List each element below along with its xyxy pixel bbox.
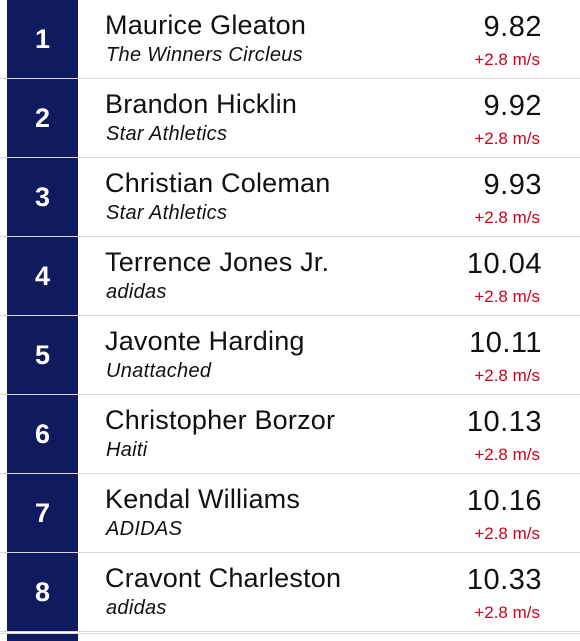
place-badge: 3 <box>7 158 78 236</box>
next-place-badge-partial <box>7 634 78 641</box>
wind-reading: +2.8 m/s <box>474 50 540 69</box>
wind-reading: +2.8 m/s <box>474 366 540 385</box>
result-time: 10.11 <box>469 327 542 359</box>
athlete-name[interactable]: Javonte Harding <box>105 326 305 356</box>
team-name: adidas <box>106 597 167 619</box>
athlete-name[interactable]: Cravont Charleston <box>105 563 342 593</box>
team-name: Haiti <box>106 439 148 461</box>
row-divider <box>0 633 580 634</box>
result-row[interactable]: 7 Kendal Williams ADIDAS 10.16 +2.8 m/s <box>0 474 580 553</box>
wind-reading: +2.8 m/s <box>474 129 540 148</box>
team-name: Unattached <box>106 360 212 382</box>
team-name: adidas <box>106 281 167 303</box>
result-row[interactable]: 5 Javonte Harding Unattached 10.11 +2.8 … <box>0 316 580 395</box>
athlete-name[interactable]: Brandon Hicklin <box>105 89 298 119</box>
team-name: Star Athletics <box>106 202 228 224</box>
athlete-name[interactable]: Maurice Gleaton <box>105 10 307 40</box>
result-row[interactable]: 8 Cravont Charleston adidas 10.33 +2.8 m… <box>0 553 580 632</box>
result-row[interactable]: 6 Christopher Borzor Haiti 10.13 +2.8 m/… <box>0 395 580 474</box>
place-badge: 7 <box>7 474 78 552</box>
wind-reading: +2.8 m/s <box>474 524 540 543</box>
wind-reading: +2.8 m/s <box>474 208 540 227</box>
athlete-name[interactable]: Christopher Borzor <box>105 405 336 435</box>
result-time: 10.13 <box>466 406 542 438</box>
place-badge: 1 <box>7 0 78 78</box>
result-row[interactable]: 3 Christian Coleman Star Athletics 9.93 … <box>0 158 580 237</box>
place-badge: 2 <box>7 79 78 157</box>
place-badge: 6 <box>7 395 78 473</box>
team-name: ADIDAS <box>106 518 183 540</box>
result-time: 10.33 <box>466 564 542 596</box>
result-time: 9.92 <box>483 90 542 122</box>
athlete-name[interactable]: Christian Coleman <box>105 168 331 198</box>
athlete-name[interactable]: Kendal Williams <box>105 484 301 514</box>
team-name: The Winners Circleus <box>106 44 303 66</box>
result-row[interactable]: 4 Terrence Jones Jr. adidas 10.04 +2.8 m… <box>0 237 580 316</box>
result-time: 10.16 <box>466 485 542 517</box>
result-time: 9.93 <box>483 169 542 201</box>
team-name: Star Athletics <box>106 123 228 145</box>
athlete-name[interactable]: Terrence Jones Jr. <box>105 247 330 277</box>
place-badge: 8 <box>7 553 78 631</box>
place-badge: 4 <box>7 237 78 315</box>
result-row[interactable]: 2 Brandon Hicklin Star Athletics 9.92 +2… <box>0 79 580 158</box>
wind-reading: +2.8 m/s <box>474 603 540 622</box>
wind-reading: +2.8 m/s <box>474 287 540 306</box>
wind-reading: +2.8 m/s <box>474 445 540 464</box>
result-time: 9.82 <box>483 11 542 43</box>
place-badge: 5 <box>7 316 78 394</box>
result-time: 10.04 <box>466 248 542 280</box>
result-row[interactable]: 1 Maurice Gleaton The Winners Circleus 9… <box>0 0 580 79</box>
